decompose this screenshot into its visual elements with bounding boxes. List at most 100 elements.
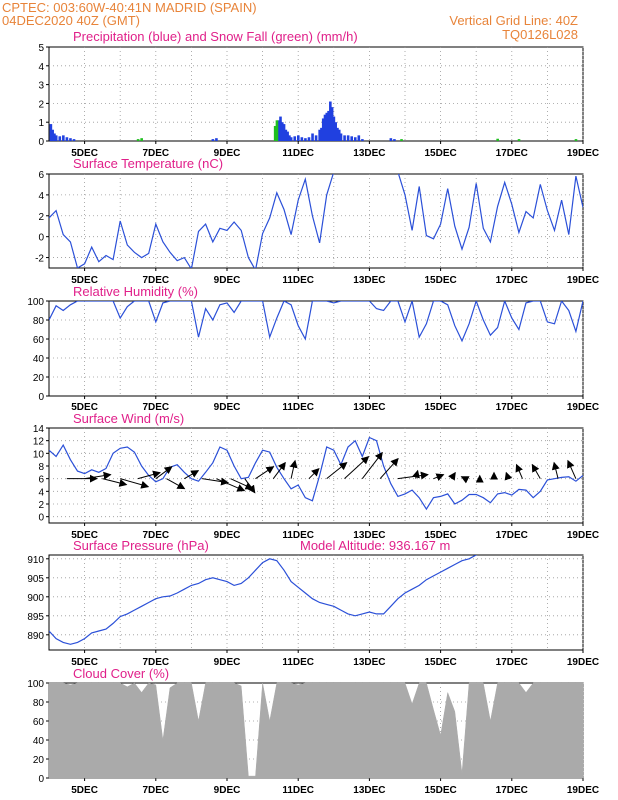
precip-bar xyxy=(72,139,76,141)
precip-bar xyxy=(318,129,321,141)
wind-arrow xyxy=(361,451,383,479)
panel-frame xyxy=(48,554,584,651)
x-tick-label: 9DEC xyxy=(214,530,241,541)
y-tick-label: 910 xyxy=(27,555,44,566)
precip-bar xyxy=(343,135,346,141)
precip-bar xyxy=(393,139,396,141)
precip-bar xyxy=(321,118,325,141)
y-tick-label: 4 xyxy=(38,487,44,498)
panel-title: Relative Humidity (%) xyxy=(73,284,198,299)
panel-temp: -2 0 2 4 6 5DEC 7DEC 9DEC 11DEC 13DEC 15DEC 17DEC 19… xyxy=(35,156,599,286)
precip-bar xyxy=(69,138,72,141)
precip-bar xyxy=(282,124,286,141)
precip-bar xyxy=(320,127,323,141)
x-tick-label: 5DEC xyxy=(71,402,98,413)
snow-bar xyxy=(574,139,578,141)
y-tick-label: 4 xyxy=(38,191,44,202)
x-tick-label: 15DEC xyxy=(424,657,456,668)
precip-bar xyxy=(304,138,307,141)
y-tick-label: 60 xyxy=(33,335,45,346)
precip-bar xyxy=(323,114,327,141)
wind-arrow xyxy=(230,478,254,490)
x-tick-label: 17DEC xyxy=(496,275,528,286)
x-tick-label: 15DEC xyxy=(424,530,456,541)
precip-bar xyxy=(54,135,58,141)
snow-bar xyxy=(140,138,143,141)
x-tick-label: 9DEC xyxy=(214,657,241,668)
x-tick-label: 13DEC xyxy=(353,657,385,668)
temp-series-line xyxy=(49,174,583,268)
x-tick-label: 5DEC xyxy=(71,530,98,541)
cloud-cover-area xyxy=(48,682,584,779)
panel-cloud: 0 20 40 60 80 100 5DEC 7DEC 9DEC 11DEC 13DEC 15DEC 1… xyxy=(27,666,599,796)
wind-arrow xyxy=(567,459,577,479)
x-tick-label: 5DEC xyxy=(71,785,98,796)
x-tick-label: 17DEC xyxy=(496,402,528,413)
y-tick-label: 6 xyxy=(38,475,44,486)
x-tick-label: 9DEC xyxy=(214,148,241,159)
x-tick-label: 11DEC xyxy=(282,657,314,668)
precip-bar xyxy=(353,137,357,141)
panel-subtitle: Model Altitude: 936.167 m xyxy=(300,538,450,553)
wind-arrow xyxy=(216,478,246,492)
y-tick-label: 80 xyxy=(33,316,45,327)
y-tick-label: 2 xyxy=(38,99,44,110)
wind-arrow xyxy=(551,461,560,479)
y-tick-label: 80 xyxy=(33,698,45,709)
wind-arrow xyxy=(308,467,320,480)
y-tick-label: 100 xyxy=(27,679,44,690)
panel-pres: 890 895 900 905 910 5DEC 7DEC 9DEC 11DEC 13DEC 15D… xyxy=(27,538,599,668)
x-tick-label: 15DEC xyxy=(424,275,456,286)
x-tick-label: 11DEC xyxy=(282,275,314,286)
wind-arrow xyxy=(84,471,112,480)
x-tick-label: 15DEC xyxy=(424,785,456,796)
snow-bar xyxy=(517,139,521,141)
x-tick-label: 9DEC xyxy=(214,785,241,796)
rh-series-line xyxy=(49,301,583,343)
x-tick-label: 15DEC xyxy=(424,148,456,159)
precip-bar xyxy=(339,133,343,141)
x-tick-label: 5DEC xyxy=(71,275,98,286)
precip-bar xyxy=(337,129,341,141)
y-tick-label: 0 xyxy=(38,513,44,524)
precip-bar xyxy=(277,120,281,141)
wind-arrow xyxy=(326,462,348,480)
x-tick-label: 17DEC xyxy=(496,530,528,541)
precip-bar xyxy=(280,122,284,141)
panel-frame xyxy=(48,427,584,524)
x-tick-label: 11DEC xyxy=(282,785,314,796)
x-tick-label: 13DEC xyxy=(353,530,385,541)
wind-arrow xyxy=(433,473,445,481)
x-tick-label: 9DEC xyxy=(214,275,241,286)
y-tick-label: 14 xyxy=(33,424,45,435)
x-tick-label: 11DEC xyxy=(282,148,314,159)
precip-bar xyxy=(327,110,330,141)
precip-bar xyxy=(389,138,393,141)
precip-bar xyxy=(288,135,291,141)
panel-frame xyxy=(48,46,584,142)
precip-bar xyxy=(329,101,332,141)
y-tick-label: 40 xyxy=(33,736,45,747)
y-tick-label: 895 xyxy=(27,612,44,623)
panel-title: Surface Temperature (nC) xyxy=(73,156,223,171)
precip-bar xyxy=(300,137,304,141)
y-tick-label: 2 xyxy=(38,500,44,511)
y-tick-label: -2 xyxy=(35,254,44,265)
precip-bar xyxy=(311,133,314,141)
precip-bar xyxy=(289,137,293,141)
x-tick-label: 7DEC xyxy=(142,657,169,668)
panel-title: Cloud Cover (%) xyxy=(73,666,169,681)
wind-arrow xyxy=(289,459,298,479)
precip-bar xyxy=(334,122,337,141)
x-tick-label: 17DEC xyxy=(496,148,528,159)
precip-bar xyxy=(211,139,215,141)
x-tick-label: 9DEC xyxy=(214,402,241,413)
y-tick-label: 905 xyxy=(27,574,44,585)
x-tick-label: 17DEC xyxy=(496,657,528,668)
snow-bar xyxy=(275,120,279,141)
panel-precip: 0 1 2 3 4 5 5DEC 7DEC 9DEC 11DEC 13DEC 15DEC 17DEC 19… xyxy=(38,29,599,159)
x-tick-label: 11DEC xyxy=(282,530,314,541)
y-tick-label: 60 xyxy=(33,717,45,728)
precip-bar xyxy=(361,139,364,141)
pres-series-line xyxy=(49,555,478,645)
